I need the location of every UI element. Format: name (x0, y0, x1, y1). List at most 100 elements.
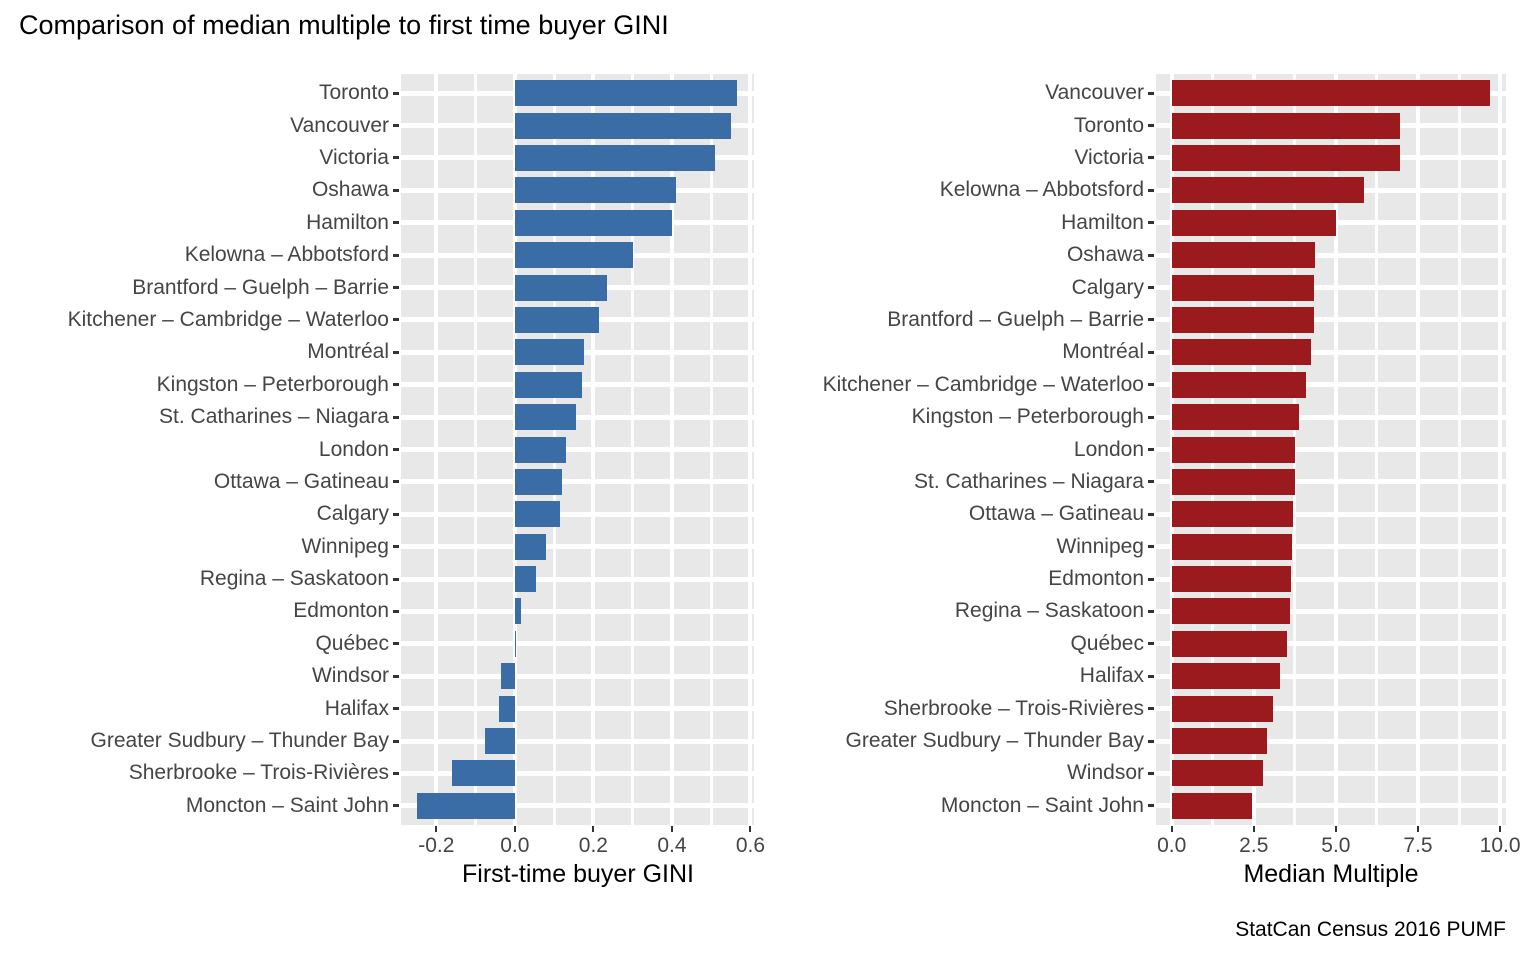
x-tick-mark (1334, 826, 1337, 832)
bar (514, 598, 521, 625)
y-tick-mark (393, 771, 399, 775)
y-axis-label: Moncton – Saint John (940, 793, 1144, 817)
gini-plot-panel (401, 74, 754, 825)
median-multiple-plot-panel (1156, 74, 1506, 825)
x-tick-label: 5.0 (1321, 834, 1351, 857)
x-tick-mark (513, 826, 516, 832)
bar (1171, 598, 1290, 625)
bar (1171, 371, 1307, 398)
bar (514, 468, 562, 495)
y-tick-mark (393, 674, 399, 678)
y-gridline (1156, 479, 1506, 485)
bar (501, 663, 515, 690)
y-axis-label: Windsor (1066, 761, 1144, 785)
y-axis-label: Halifax (1079, 664, 1144, 688)
y-tick-mark (1148, 739, 1154, 743)
y-tick-mark (1148, 318, 1154, 322)
y-gridline (401, 738, 754, 744)
x-tick-mark (592, 826, 595, 832)
y-gridline (401, 447, 754, 452)
bar (1171, 566, 1291, 593)
gini-x-axis-title: First-time buyer GINI (462, 860, 694, 888)
y-gridline (1156, 738, 1506, 744)
bar (452, 760, 515, 787)
y-tick-mark (393, 480, 399, 484)
x-tick-mark (670, 826, 673, 832)
x-tick-label: 0.2 (578, 834, 608, 857)
y-axis-label: Sherbrooke – Trois-Rivières (128, 761, 389, 785)
bar (485, 728, 515, 755)
y-tick-mark (393, 707, 399, 711)
y-axis-label: Winnipeg (301, 534, 389, 558)
x-minor-gridline (631, 74, 635, 825)
bar (1171, 728, 1267, 755)
y-axis-label: Kelowna – Abbotsford (939, 178, 1144, 202)
y-axis-label: Regina – Saskatoon (954, 599, 1144, 623)
y-axis-label: Edmonton (1048, 567, 1144, 591)
y-tick-mark (393, 350, 399, 354)
y-axis-label: Regina – Saskatoon (199, 567, 389, 591)
bar (514, 274, 608, 301)
bar (514, 566, 537, 593)
x-tick-label: 0.4 (657, 834, 687, 857)
y-gridline (401, 673, 754, 679)
bar (1171, 663, 1281, 690)
y-gridline (1156, 382, 1506, 388)
y-tick-mark (393, 512, 399, 516)
bar (1171, 436, 1295, 463)
y-tick-mark (393, 642, 399, 646)
y-axis-label: London (1073, 437, 1144, 461)
x-major-gridline (434, 74, 439, 825)
y-tick-mark (1148, 383, 1154, 387)
bar (514, 112, 731, 139)
y-tick-mark (393, 804, 399, 808)
y-axis-label: Hamilton (1061, 210, 1144, 234)
y-tick-mark (393, 318, 399, 322)
bar (514, 80, 737, 107)
y-axis-label: Sherbrooke – Trois-Rivières (883, 696, 1144, 720)
y-gridline (401, 479, 754, 485)
x-major-gridline (669, 74, 674, 825)
y-tick-mark (1148, 804, 1154, 808)
gini-y-axis-labels: Toronto Vancouver Victoria Oshawa Hamilton Ke… (0, 74, 389, 825)
y-gridline (401, 608, 754, 614)
y-tick-mark (393, 383, 399, 387)
y-tick-mark (1148, 674, 1154, 678)
bar (514, 144, 716, 171)
y-axis-label: Kingston – Peterborough (156, 372, 389, 396)
x-major-gridline (748, 74, 753, 825)
y-gridline (1156, 706, 1506, 712)
x-tick-label: 2.5 (1239, 834, 1269, 857)
y-axis-label: Toronto (1073, 113, 1144, 137)
y-tick-mark (393, 124, 399, 128)
y-gridline (1156, 252, 1506, 258)
source-caption: StatCan Census 2016 PUMF (1235, 918, 1506, 941)
bar (514, 371, 582, 398)
bar (514, 339, 584, 366)
y-axis-label: Windsor (311, 664, 389, 688)
y-gridline (1156, 673, 1506, 679)
y-gridline (401, 511, 754, 517)
y-tick-mark (1148, 188, 1154, 192)
y-tick-mark (1148, 221, 1154, 225)
y-gridline (401, 576, 754, 582)
y-axis-label: Toronto (318, 81, 389, 105)
y-axis-label: Montréal (1062, 340, 1144, 364)
y-gridline (1156, 349, 1506, 355)
y-gridline (1156, 803, 1506, 809)
y-tick-mark (393, 156, 399, 160)
y-tick-mark (393, 221, 399, 225)
y-axis-label: Kelowna – Abbotsford (184, 243, 389, 267)
y-axis-label: Québec (1070, 631, 1144, 655)
x-minor-gridline (709, 74, 713, 825)
y-axis-label: St. Catharines – Niagara (159, 405, 389, 429)
y-axis-label: Kitchener – Cambridge – Waterloo (822, 372, 1144, 396)
y-axis-label: Edmonton (293, 599, 389, 623)
y-gridline (1156, 641, 1506, 647)
y-tick-mark (1148, 609, 1154, 613)
bar (1171, 630, 1287, 657)
bar (1171, 242, 1316, 269)
bar (514, 533, 547, 560)
bar (1171, 112, 1400, 139)
